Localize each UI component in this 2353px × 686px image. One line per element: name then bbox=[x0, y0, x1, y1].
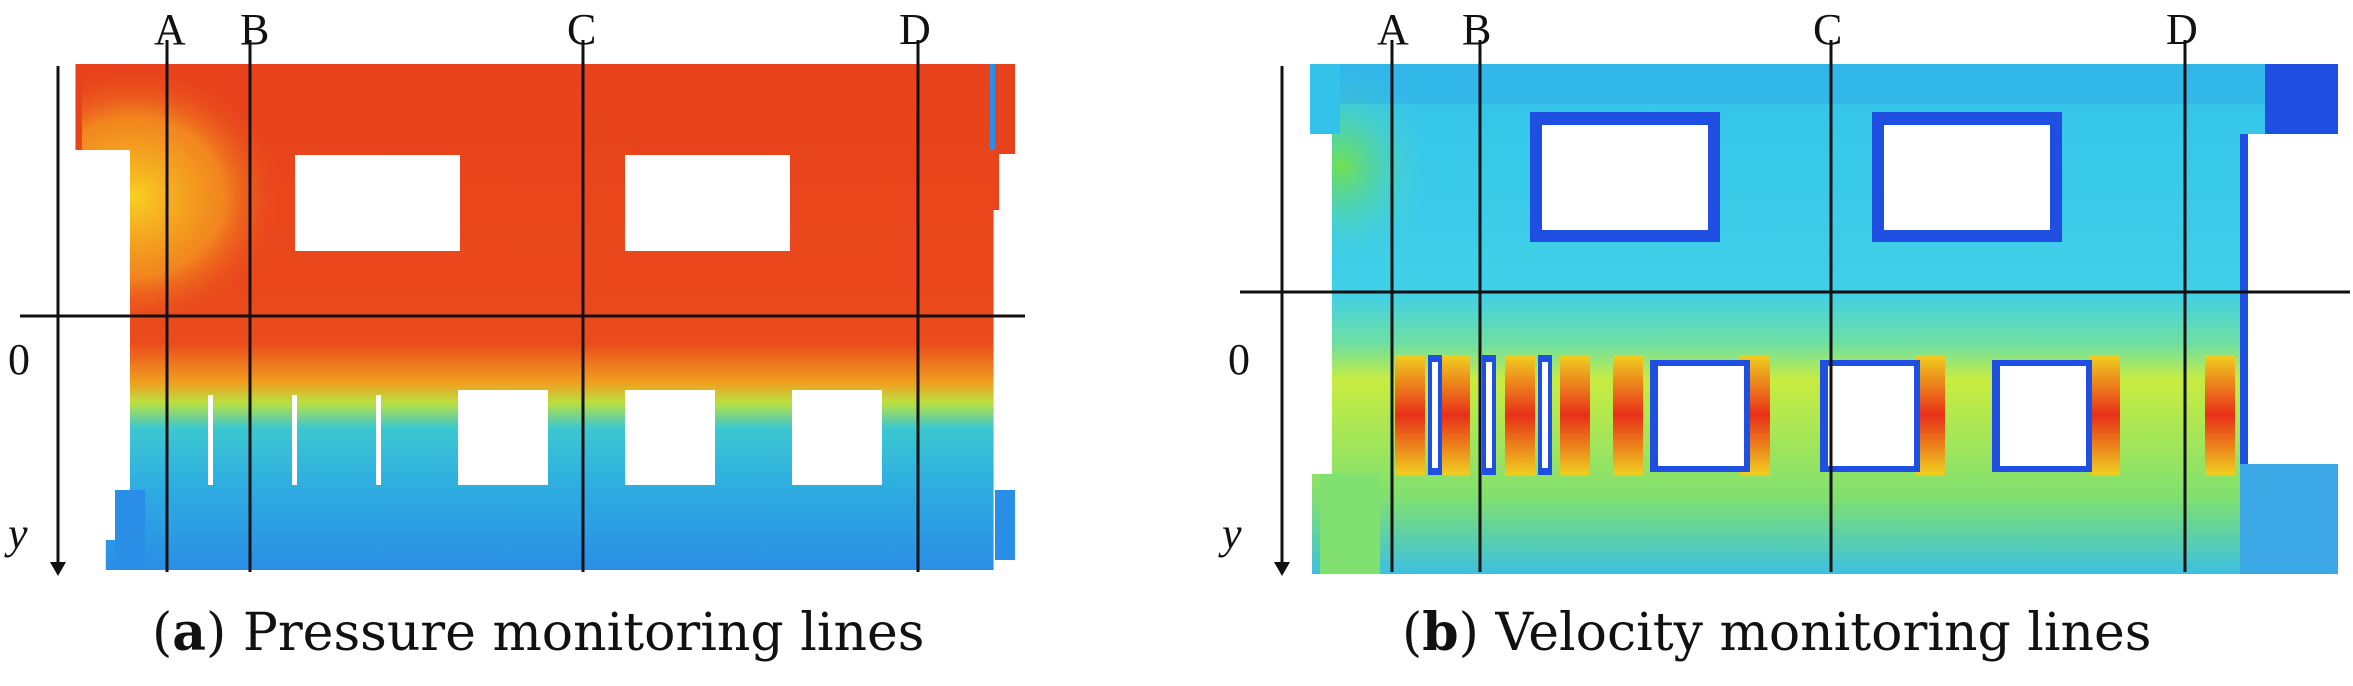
axis-origin-label: 0 bbox=[1228, 335, 1250, 384]
line-label-d: D bbox=[899, 5, 931, 54]
axis-y-label: y bbox=[1218, 509, 1242, 558]
axis-y-label: y bbox=[4, 509, 28, 558]
y-axis-arrow-icon bbox=[50, 562, 66, 576]
lower-opening bbox=[1828, 366, 1914, 466]
velocity-contour-figure: A B C D 0 y bbox=[1180, 0, 2353, 600]
lower-opening bbox=[458, 390, 548, 485]
line-label-a: A bbox=[154, 5, 186, 54]
caption-letter: a bbox=[172, 602, 206, 663]
lower-opening bbox=[1658, 366, 1744, 466]
lower-opening bbox=[625, 390, 715, 485]
panel-pressure: A B C D 0 y (a) Pressure monitoring line… bbox=[0, 0, 1100, 663]
axis-origin-label: 0 bbox=[8, 335, 30, 384]
caption-b: (b) Velocity monitoring lines bbox=[1402, 602, 2152, 663]
upper-opening bbox=[1884, 125, 2050, 230]
upper-opening bbox=[295, 155, 460, 251]
monitoring-lines bbox=[20, 40, 1025, 572]
pressure-contour-figure: A B C D 0 y bbox=[0, 0, 1100, 600]
line-label-d: D bbox=[2166, 5, 2198, 54]
caption-a: (a) Pressure monitoring lines bbox=[152, 602, 925, 663]
velocity-field bbox=[1180, 0, 2353, 600]
upper-opening bbox=[1542, 125, 1708, 230]
line-label-c: C bbox=[1813, 5, 1842, 54]
lower-opening bbox=[792, 390, 882, 485]
line-label-b: B bbox=[1462, 5, 1491, 54]
upper-opening bbox=[625, 155, 790, 251]
caption-letter: b bbox=[1422, 602, 1459, 663]
line-label-a: A bbox=[1377, 5, 1409, 54]
y-axis-arrow-icon bbox=[1274, 562, 1290, 576]
panel-velocity: A B C D 0 y (b) Velocity monitoring line… bbox=[1180, 0, 2353, 663]
monitoring-lines bbox=[1240, 40, 2350, 572]
caption-text: Pressure monitoring lines bbox=[242, 603, 925, 663]
lower-opening bbox=[2000, 366, 2086, 466]
line-label-b: B bbox=[240, 5, 269, 54]
caption-text: Velocity monitoring lines bbox=[1495, 603, 2152, 663]
pressure-field bbox=[0, 0, 1100, 600]
line-label-c: C bbox=[567, 5, 596, 54]
